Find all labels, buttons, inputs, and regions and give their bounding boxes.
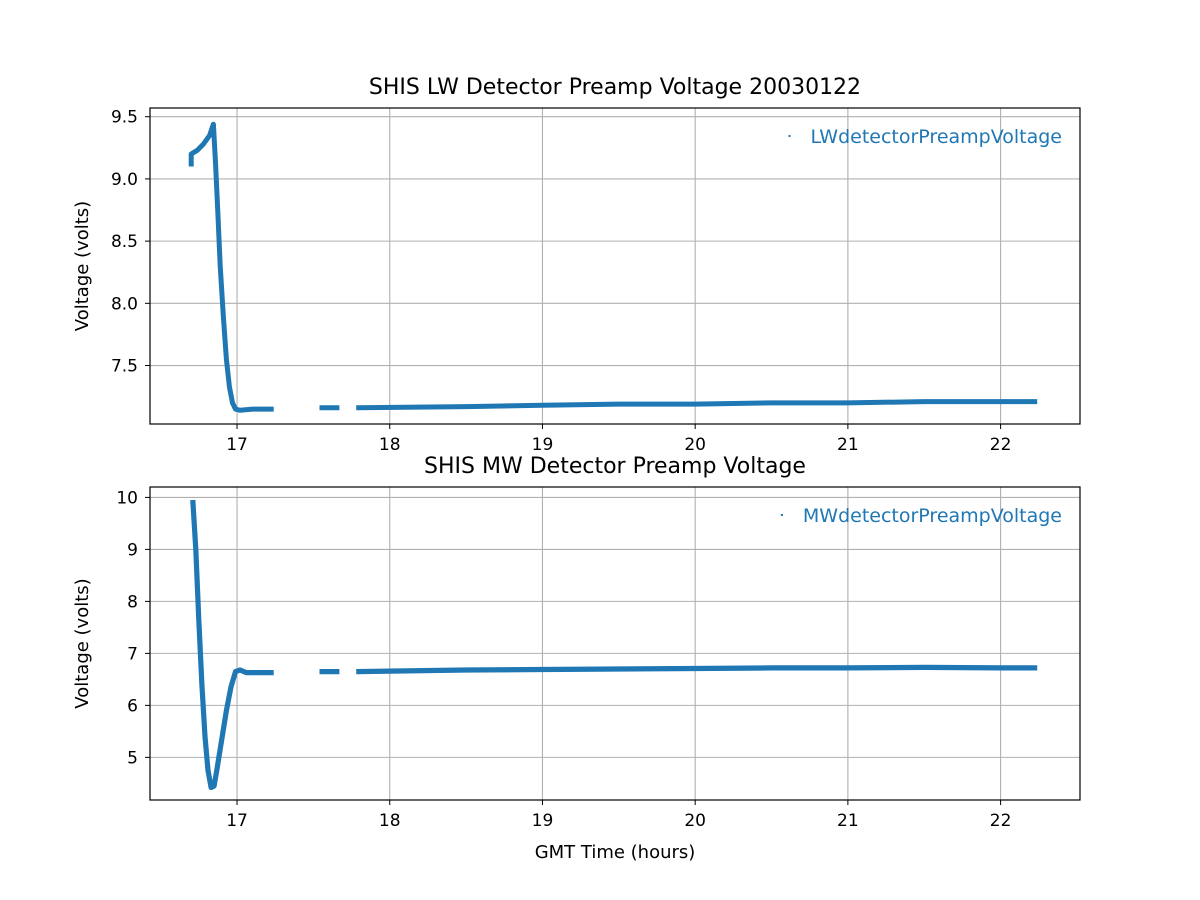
lw-y-axis-label: Voltage (volts) bbox=[72, 201, 93, 331]
mw-x-tick-label: 19 bbox=[532, 811, 554, 831]
mw-x-tick-label: 17 bbox=[226, 811, 248, 831]
mw-x-tick-label: 20 bbox=[684, 811, 706, 831]
lw-y-tick-label: 8.0 bbox=[111, 294, 138, 314]
mw-data-layer bbox=[190, 499, 1038, 791]
mw-x-axis-label: GMT Time (hours) bbox=[535, 842, 696, 863]
lw-x-ticks: 17 18 19 20 21 22 bbox=[226, 424, 1011, 455]
lw-x-tick-label: 19 bbox=[532, 435, 554, 455]
lw-chart-title: SHIS LW Detector Preamp Voltage 20030122 bbox=[369, 75, 861, 100]
mw-legend-label: MWdetectorPreampVoltage bbox=[803, 505, 1062, 527]
mw-y-tick-label: 8 bbox=[127, 592, 138, 612]
mw-series-segment-2 bbox=[356, 664, 1038, 675]
mw-x-tick-label: 22 bbox=[990, 811, 1012, 831]
lw-y-tick-label: 7.5 bbox=[111, 357, 138, 377]
mw-y-tick-label: 6 bbox=[127, 696, 138, 716]
mw-y-tick-label: 5 bbox=[127, 748, 138, 768]
lw-y-tick-label: 9.5 bbox=[111, 108, 138, 128]
mw-legend-marker bbox=[780, 514, 783, 516]
lw-x-tick-label: 22 bbox=[990, 435, 1012, 455]
lw-y-ticks: 7.5 8.0 8.5 9.0 9.5 bbox=[111, 108, 150, 377]
mw-chart-title: SHIS MW Detector Preamp Voltage bbox=[424, 454, 806, 479]
lw-grid bbox=[150, 108, 1080, 424]
mw-x-ticks: 17 18 19 20 21 22 bbox=[226, 800, 1011, 831]
mw-y-axis-label: Voltage (volts) bbox=[72, 578, 93, 708]
mw-y-ticks: 5 6 7 8 9 10 bbox=[116, 488, 150, 768]
mw-x-tick-label: 21 bbox=[837, 811, 859, 831]
lw-data-layer bbox=[188, 121, 1038, 413]
lw-x-tick-label: 18 bbox=[379, 435, 401, 455]
mw-series-segment-0 bbox=[190, 499, 274, 791]
lw-x-tick-label: 17 bbox=[226, 435, 248, 455]
lw-legend-label: LWdetectorPreampVoltage bbox=[810, 126, 1062, 148]
mw-voltage-panel: 17 18 19 20 21 22 5 6 7 8 9 10 SHIS MW Detector Pr… bbox=[72, 454, 1081, 863]
mw-y-tick-label: 10 bbox=[116, 488, 138, 508]
lw-voltage-panel: 17 18 19 20 21 22 7.5 8.0 8.5 9.0 9.5 SHIS LW Det… bbox=[72, 75, 1081, 455]
mw-y-tick-label: 9 bbox=[127, 540, 138, 560]
lw-series-segment-2 bbox=[356, 399, 1038, 411]
mw-plot-frame bbox=[149, 486, 1081, 801]
mw-x-tick-label: 18 bbox=[379, 811, 401, 831]
mw-y-tick-label: 7 bbox=[127, 644, 138, 664]
lw-x-tick-label: 21 bbox=[837, 435, 859, 455]
mw-grid bbox=[150, 487, 1080, 800]
lw-legend-marker bbox=[788, 135, 791, 137]
lw-y-tick-label: 8.5 bbox=[111, 232, 138, 252]
lw-plot-frame bbox=[149, 107, 1081, 425]
lw-y-tick-label: 9.0 bbox=[111, 170, 138, 190]
lw-legend: LWdetectorPreampVoltage bbox=[788, 126, 1062, 148]
lw-series-segment-0 bbox=[188, 121, 274, 413]
mw-legend: MWdetectorPreampVoltage bbox=[780, 505, 1062, 527]
lw-x-tick-label: 20 bbox=[684, 435, 706, 455]
